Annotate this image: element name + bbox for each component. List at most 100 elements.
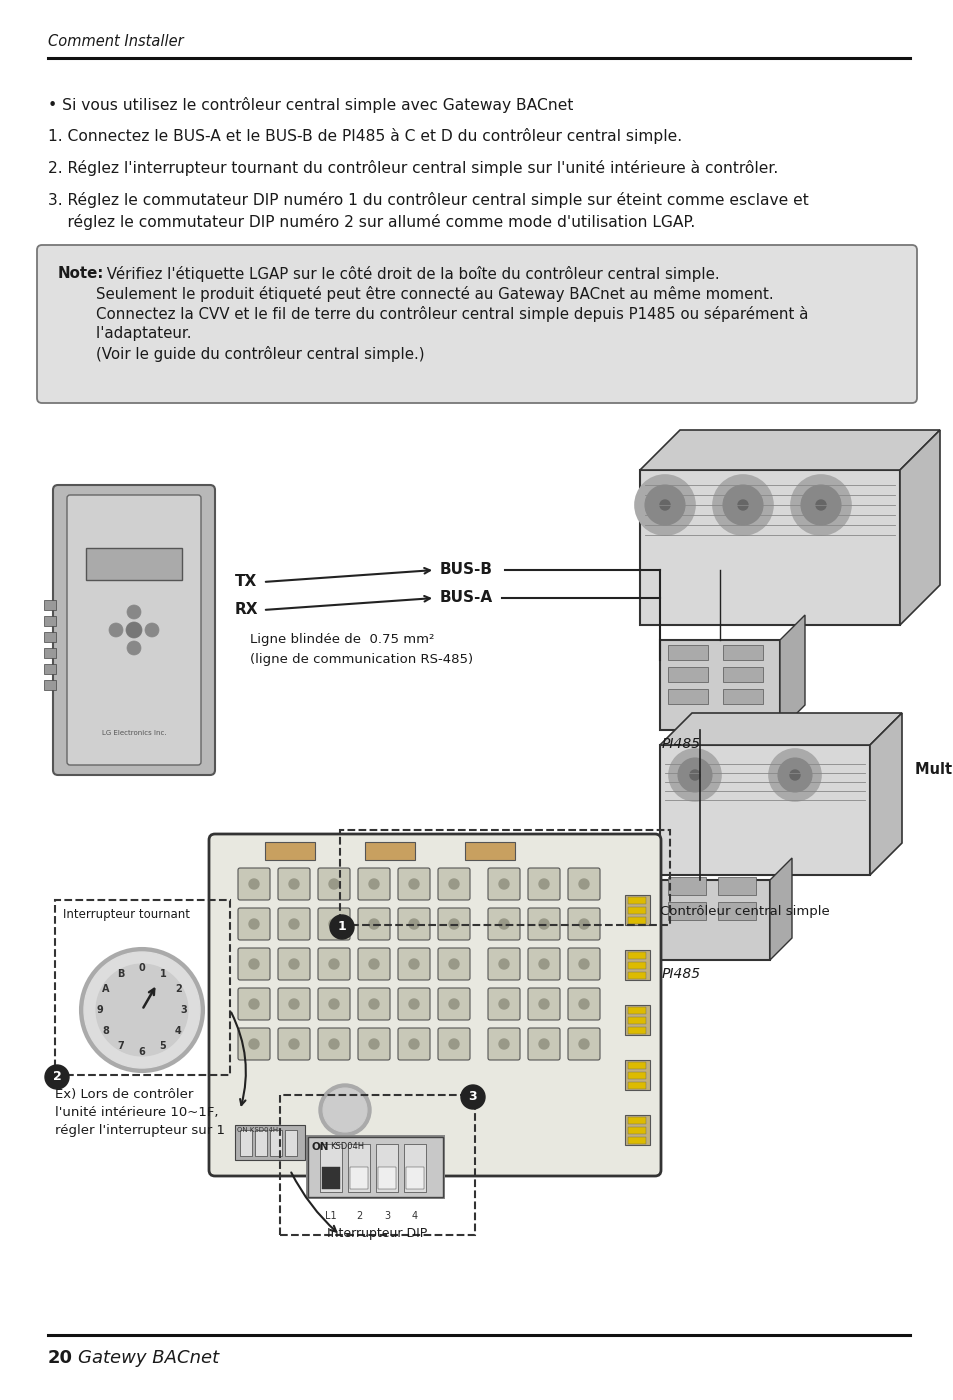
FancyBboxPatch shape [567,988,599,1021]
Bar [624,1005,649,1035]
Circle shape [409,959,418,969]
Text: KSD04H: KSD04H [330,1142,364,1151]
Bar [306,1135,444,1198]
Bar [403,1144,426,1191]
Bar [350,1168,368,1189]
Text: 2: 2 [174,984,182,994]
FancyBboxPatch shape [488,868,519,900]
Text: Interrupteur DIP: Interrupteur DIP [327,1226,427,1240]
Bar [44,616,56,626]
FancyBboxPatch shape [397,868,430,900]
Bar [365,841,415,860]
Circle shape [323,1088,367,1133]
FancyBboxPatch shape [567,1028,599,1060]
Circle shape [329,1039,338,1049]
Text: (Voir le guide du contrôleur central simple.): (Voir le guide du contrôleur central sim… [58,346,424,363]
Circle shape [644,484,684,525]
Text: régler l'interrupteur sur 1: régler l'interrupteur sur 1 [55,1124,225,1137]
Text: 1: 1 [337,921,346,934]
Circle shape [126,622,142,638]
Circle shape [538,1039,548,1049]
Text: 3: 3 [383,1211,390,1221]
Bar [348,1144,370,1191]
Bar [285,1130,296,1156]
Text: PI485: PI485 [661,967,700,981]
Bar [722,666,762,682]
FancyBboxPatch shape [277,909,310,939]
Text: (ligne de communication RS-485): (ligne de communication RS-485) [250,654,473,666]
Circle shape [329,959,338,969]
Bar [624,951,649,980]
Bar [659,881,769,960]
FancyBboxPatch shape [277,1028,310,1060]
Circle shape [369,918,378,930]
FancyBboxPatch shape [437,909,470,939]
Bar [627,1016,645,1023]
Circle shape [369,959,378,969]
FancyBboxPatch shape [317,1028,350,1060]
Text: 4: 4 [412,1211,417,1221]
Bar [44,664,56,673]
Bar [44,601,56,610]
Circle shape [369,1039,378,1049]
FancyBboxPatch shape [37,245,916,403]
Text: BUS-B: BUS-B [439,563,493,577]
Text: A: A [102,984,110,994]
Text: LG Electronics Inc.: LG Electronics Inc. [102,729,166,736]
Text: 7: 7 [117,1042,124,1051]
FancyBboxPatch shape [209,834,660,1176]
Bar [308,1137,442,1197]
Text: 9: 9 [96,1005,103,1015]
FancyBboxPatch shape [437,1028,470,1060]
Text: • Si vous utilisez le contrôleur central simple avec Gateway BACnet: • Si vous utilisez le contrôleur central… [48,97,573,113]
Circle shape [578,959,588,969]
Circle shape [409,879,418,889]
Text: 1. Connectez le BUS-A et le BUS-B de PI485 à C et D du contrôleur central simple: 1. Connectez le BUS-A et le BUS-B de PI4… [48,127,681,144]
Text: 6: 6 [138,1047,145,1057]
Text: Contrôleur central simple: Contrôleur central simple [659,906,829,918]
Circle shape [84,952,200,1068]
Bar [718,902,755,920]
Bar [659,745,869,875]
Circle shape [249,879,258,889]
Bar [406,1168,423,1189]
Circle shape [127,641,141,655]
Text: Seulement le produit étiqueté peut être connecté au Gateway BACnet au même momen: Seulement le produit étiqueté peut être … [58,286,773,302]
FancyBboxPatch shape [317,988,350,1021]
Bar [627,1072,645,1079]
FancyBboxPatch shape [567,868,599,900]
Text: l'unité intérieure 10~1F,: l'unité intérieure 10~1F, [55,1106,218,1119]
Circle shape [578,1039,588,1049]
Text: Ex) Lors de contrôler: Ex) Lors de contrôler [55,1088,193,1100]
Circle shape [659,500,669,510]
Circle shape [778,757,811,792]
FancyBboxPatch shape [237,909,270,939]
Circle shape [498,918,509,930]
Circle shape [409,918,418,930]
Text: l'adaptateur.: l'adaptateur. [58,326,192,342]
Circle shape [289,959,298,969]
Bar [234,1126,305,1161]
Circle shape [578,879,588,889]
FancyBboxPatch shape [53,484,214,776]
Bar [627,1082,645,1089]
Bar [319,1144,341,1191]
Circle shape [369,879,378,889]
FancyBboxPatch shape [437,988,470,1021]
FancyBboxPatch shape [277,868,310,900]
Text: Comment Installer: Comment Installer [48,35,183,49]
Polygon shape [639,430,939,470]
Circle shape [578,1000,588,1009]
Circle shape [409,1039,418,1049]
Bar [627,962,645,969]
FancyBboxPatch shape [567,948,599,980]
Circle shape [678,757,711,792]
Circle shape [449,959,458,969]
Circle shape [329,918,338,930]
Bar [627,1127,645,1134]
Circle shape [498,1039,509,1049]
Bar [667,689,707,704]
FancyBboxPatch shape [488,1028,519,1060]
Circle shape [249,959,258,969]
FancyBboxPatch shape [237,948,270,980]
